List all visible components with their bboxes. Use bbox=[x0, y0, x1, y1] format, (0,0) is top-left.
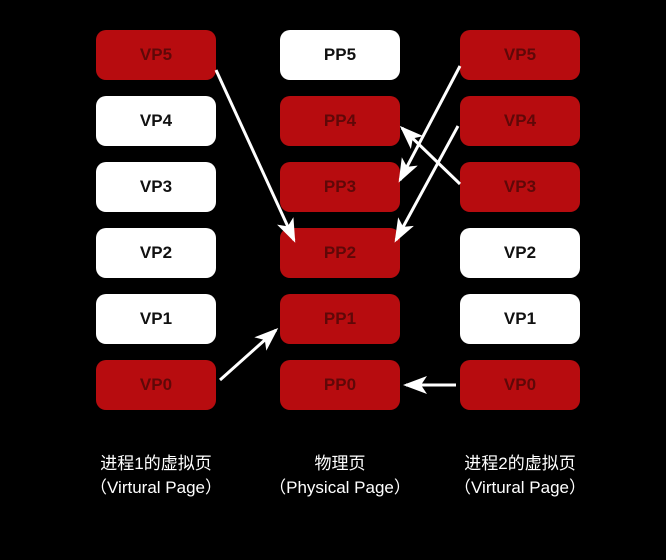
right-label: VP3 bbox=[504, 177, 536, 197]
left-box-vp3: VP3 bbox=[96, 162, 216, 212]
center-box-pp3: PP3 bbox=[280, 162, 400, 212]
left-box-vp4: VP4 bbox=[96, 96, 216, 146]
center-label: PP4 bbox=[324, 111, 356, 131]
process2-virtual-pages-column: VP5 VP4 VP3 VP2 VP1 VP0 bbox=[460, 30, 580, 410]
right-box-vp3: VP3 bbox=[460, 162, 580, 212]
left-label: VP0 bbox=[140, 375, 172, 395]
arrow-right-VP5-to-center-PP3 bbox=[400, 66, 460, 180]
center-label: PP2 bbox=[324, 243, 356, 263]
physical-caption: 物理页（Physical Page） bbox=[250, 452, 430, 500]
process1-virtual-pages-column: VP5 VP4 VP3 VP2 VP1 VP0 bbox=[96, 30, 216, 410]
left-box-vp5: VP5 bbox=[96, 30, 216, 80]
right-label: VP5 bbox=[504, 45, 536, 65]
right-label: VP4 bbox=[504, 111, 536, 131]
left-label: VP1 bbox=[140, 309, 172, 329]
center-box-pp5: PP5 bbox=[280, 30, 400, 80]
right-box-vp0: VP0 bbox=[460, 360, 580, 410]
right-label: VP1 bbox=[504, 309, 536, 329]
caption-line1: 进程1的虚拟页 bbox=[66, 452, 246, 476]
center-label: PP3 bbox=[324, 177, 356, 197]
process2-caption: 进程2的虚拟页（Virtural Page） bbox=[430, 452, 610, 500]
physical-pages-column: PP5 PP4 PP3 PP2 PP1 PP0 bbox=[280, 30, 400, 410]
right-box-vp4: VP4 bbox=[460, 96, 580, 146]
left-label: VP2 bbox=[140, 243, 172, 263]
arrow-left-VP0-to-center-PP1 bbox=[220, 330, 276, 380]
right-box-vp5: VP5 bbox=[460, 30, 580, 80]
arrow-right-VP3-to-center-PP4 bbox=[402, 128, 460, 184]
left-label: VP4 bbox=[140, 111, 172, 131]
right-box-vp1: VP1 bbox=[460, 294, 580, 344]
left-box-vp2: VP2 bbox=[96, 228, 216, 278]
left-label: VP5 bbox=[140, 45, 172, 65]
left-box-vp1: VP1 bbox=[96, 294, 216, 344]
right-box-vp2: VP2 bbox=[460, 228, 580, 278]
caption-line1: 进程2的虚拟页 bbox=[430, 452, 610, 476]
center-box-pp1: PP1 bbox=[280, 294, 400, 344]
right-label: VP2 bbox=[504, 243, 536, 263]
center-label: PP5 bbox=[324, 45, 356, 65]
center-label: PP1 bbox=[324, 309, 356, 329]
center-box-pp4: PP4 bbox=[280, 96, 400, 146]
center-label: PP0 bbox=[324, 375, 356, 395]
arrow-right-VP4-to-center-PP2 bbox=[396, 126, 458, 240]
left-label: VP3 bbox=[140, 177, 172, 197]
caption-line2: （Virtural Page） bbox=[66, 476, 246, 500]
caption-line1: 物理页 bbox=[250, 452, 430, 476]
center-box-pp2: PP2 bbox=[280, 228, 400, 278]
center-box-pp0: PP0 bbox=[280, 360, 400, 410]
right-label: VP0 bbox=[504, 375, 536, 395]
process1-caption: 进程1的虚拟页（Virtural Page） bbox=[66, 452, 246, 500]
left-box-vp0: VP0 bbox=[96, 360, 216, 410]
caption-line2: （Physical Page） bbox=[250, 476, 430, 500]
caption-line2: （Virtural Page） bbox=[430, 476, 610, 500]
